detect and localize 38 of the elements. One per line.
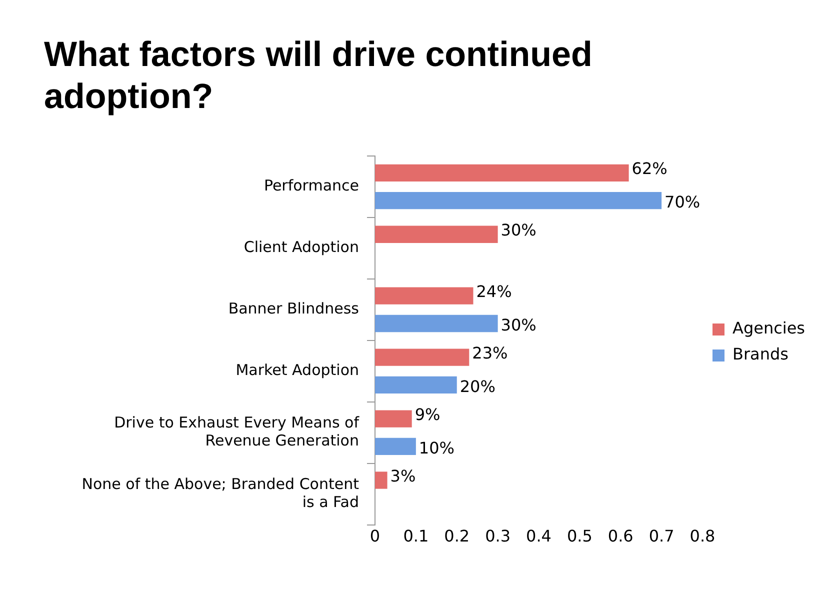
x-tick-label: 0.6 [608, 526, 634, 546]
bar [375, 348, 470, 366]
bar [375, 164, 629, 182]
chart-title: What factors will drive continued adoption? [44, 34, 594, 118]
x-tick-label: 0.1 [403, 526, 429, 546]
data-label: 3% [390, 466, 416, 486]
bar [375, 287, 474, 304]
y-tick-label: None of the Above; Branded Content is a Fad [82, 474, 360, 511]
bar [375, 376, 457, 394]
legend-label: Agencies [732, 318, 806, 338]
x-tick-label: 0.4 [526, 526, 552, 546]
data-label: 23% [472, 343, 508, 362]
x-tick-label: 0.2 [444, 526, 470, 546]
x-tick-label: 0 [370, 526, 380, 546]
x-tick-label: 0.5 [566, 526, 592, 546]
bar [375, 410, 412, 428]
bar [375, 314, 498, 332]
x-tick-label: 0.3 [485, 526, 511, 546]
x-tick-label: 0.8 [690, 526, 716, 546]
data-label: 9% [414, 404, 440, 424]
data-label: 62% [632, 159, 668, 178]
data-label: 24% [476, 282, 512, 301]
bar [375, 226, 498, 243]
y-tick-label: Banner Blindness [228, 300, 360, 318]
data-label: 20% [460, 377, 496, 396]
y-tick-label: Market Adoption [236, 361, 359, 380]
x-tick-label: 0.7 [648, 526, 674, 546]
data-label: 30% [500, 220, 536, 240]
bar [375, 192, 662, 210]
y-tick-label: Drive to Exhaust Every Means of Revenue Generation [114, 413, 360, 450]
bar [375, 472, 388, 489]
data-label: 10% [418, 438, 454, 458]
legend-label: Brands [732, 344, 788, 364]
bar [375, 438, 416, 456]
y-tick-label: Client Adoption [244, 238, 359, 256]
data-label: 30% [500, 316, 536, 335]
data-label: 70% [664, 192, 700, 212]
y-tick-label: Performance [264, 176, 359, 195]
